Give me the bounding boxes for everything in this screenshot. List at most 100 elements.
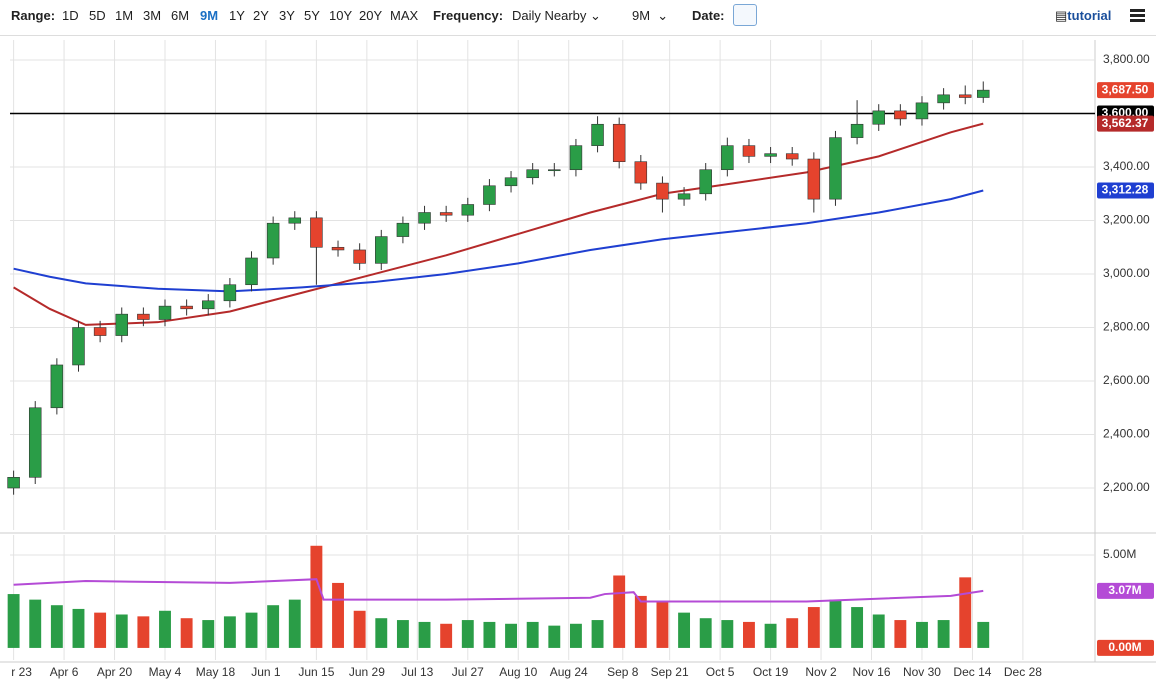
volume-bar (743, 621, 755, 648)
x-tick-label: Dec 14 (953, 665, 991, 679)
range-button[interactable]: 1Y (229, 8, 245, 23)
price-badge-box (1097, 182, 1154, 199)
x-tick-label: Aug 10 (499, 665, 537, 679)
range-button[interactable]: 3M (143, 8, 162, 23)
volume-bar (483, 621, 496, 648)
candle-body (93, 327, 107, 336)
x-tick-label: Jun 15 (298, 665, 334, 679)
volume-bar (548, 625, 561, 648)
x-tick-label: Oct 19 (753, 665, 789, 679)
candle-body (977, 89, 990, 98)
candle-body (72, 327, 85, 366)
volume-bar (245, 612, 258, 648)
candle-body (937, 94, 950, 104)
volume-bar (375, 618, 388, 648)
volume-bar (440, 623, 453, 648)
volume-bar (786, 618, 799, 648)
volume-bar (115, 614, 128, 648)
x-tick-label: Sep 21 (651, 665, 689, 679)
candle-body (266, 222, 280, 259)
candle-body (915, 102, 929, 120)
volume-bar (72, 608, 85, 648)
x-tick-label: Jun 1 (251, 665, 281, 679)
candle-body (223, 284, 237, 302)
volume-bar (137, 616, 150, 648)
calendar-button[interactable] (733, 4, 757, 26)
candle-body (569, 145, 583, 171)
range-button[interactable]: 9M (200, 8, 219, 23)
range-button[interactable]: 10Y (329, 8, 353, 23)
range-button[interactable]: 1D (62, 8, 79, 23)
candle-body (958, 94, 972, 98)
volume-bar (721, 620, 734, 648)
price-badge-label: 3,562.37 (1102, 116, 1149, 130)
range-button[interactable]: MAX (390, 8, 419, 23)
volume-bar (699, 618, 712, 648)
range-button[interactable]: 6M (171, 8, 190, 23)
volume-bar (937, 620, 950, 648)
volume-bar (310, 545, 323, 648)
frequency-value: Daily Nearby (512, 8, 587, 23)
candle-body (288, 217, 302, 224)
range-button[interactable]: 5D (89, 8, 106, 23)
candle-body (829, 137, 842, 200)
volume-badge-box (1097, 639, 1154, 656)
candle-body (418, 212, 431, 224)
volume-bar (634, 595, 647, 648)
date-label: Date: (692, 8, 725, 23)
candle-body (504, 177, 518, 187)
volume-average-line (13, 578, 984, 603)
candle-body (634, 161, 648, 184)
volume-bar (353, 610, 366, 648)
candle-body (115, 313, 128, 336)
volume-bar (678, 612, 691, 648)
candle-body (396, 222, 410, 237)
candle-body (894, 110, 907, 120)
volume-bar (7, 594, 20, 648)
candle-body (699, 169, 712, 195)
volume-bar (613, 575, 626, 648)
volume-bar (656, 601, 669, 648)
volume-bar (764, 623, 777, 648)
x-tick-label: Jul 13 (401, 665, 433, 679)
volume-bar (202, 620, 215, 648)
candle-body (656, 182, 669, 200)
candle-body (158, 305, 172, 320)
volume-bar (872, 614, 885, 648)
tutorial-link[interactable]: ▤tutorial (1055, 8, 1112, 23)
volume-bar (288, 599, 301, 648)
volume-bar (180, 618, 193, 648)
range-button[interactable]: 20Y (359, 8, 383, 23)
candle-body (310, 217, 323, 248)
y-tick-label: 2,600.00 (1103, 373, 1150, 387)
volume-bar (267, 605, 280, 648)
x-tick-label: Jul 27 (452, 665, 484, 679)
volume-bar (94, 612, 107, 648)
frequency-dropdown[interactable]: Daily Nearby ⌄ (512, 8, 601, 23)
volume-bar (505, 623, 517, 648)
period-dropdown[interactable]: 9M ⌄ (632, 8, 669, 23)
x-tick-label: Aug 24 (550, 665, 588, 679)
y-tick-label: 3,800.00 (1103, 52, 1150, 66)
candle-body (548, 169, 561, 172)
y-tick-label: 3,400.00 (1103, 159, 1150, 173)
tutorial-text: tutorial (1067, 8, 1112, 23)
y-tick-label: 2,400.00 (1103, 427, 1150, 441)
range-button[interactable]: 5Y (304, 8, 320, 23)
range-button[interactable]: 2Y (253, 8, 269, 23)
menu-button[interactable] (1130, 9, 1145, 22)
volume-bar (851, 607, 864, 648)
x-tick-label: Sep 8 (607, 665, 639, 679)
candle-body (180, 305, 193, 310)
candle-body (764, 153, 777, 157)
price-badge-box (1097, 115, 1154, 132)
x-tick-label: Jun 29 (349, 665, 385, 679)
candle-body (461, 204, 475, 216)
range-button[interactable]: 3Y (279, 8, 295, 23)
candle-body (245, 257, 258, 286)
range-button[interactable]: 1M (115, 8, 134, 23)
volume-bar (807, 607, 820, 648)
volume-bar (591, 620, 604, 648)
x-tick-label: Apr 6 (50, 665, 79, 679)
